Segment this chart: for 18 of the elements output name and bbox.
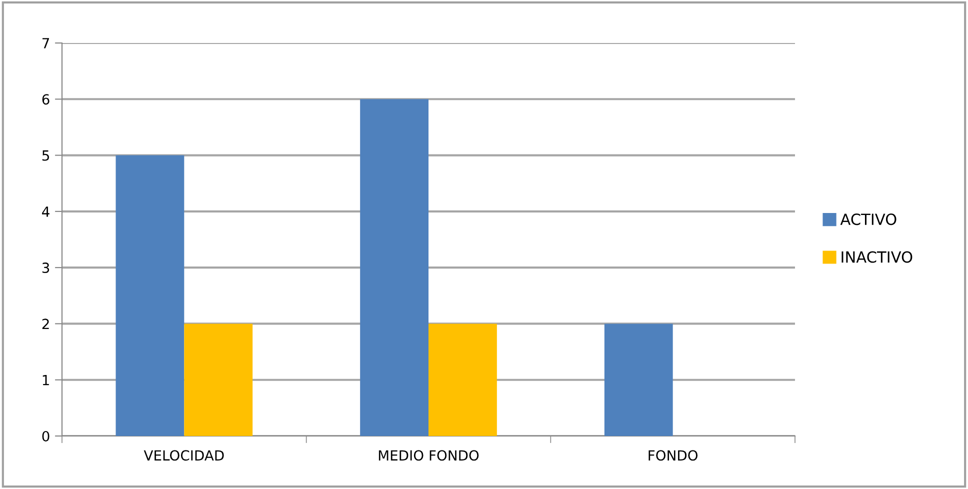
y-tick-label: 4 (42, 206, 50, 217)
y-tick-label: 7 (42, 38, 50, 48)
bar (360, 99, 428, 436)
y-tick-label: 6 (42, 94, 50, 105)
x-tick-label: MEDIO FONDO (378, 450, 479, 461)
bar (428, 324, 497, 436)
bar (116, 155, 184, 436)
y-tick-label: 1 (42, 375, 49, 386)
bar (184, 324, 253, 436)
y-tick-label: 5 (42, 150, 49, 161)
legend-label: INACTIVO (842, 251, 912, 263)
legend-label: ACTIVO (840, 214, 896, 226)
y-tick-label: 0 (42, 430, 50, 442)
y-tick-label: 2 (42, 318, 49, 329)
x-tick-label: FONDO (648, 450, 698, 461)
bar (604, 324, 673, 436)
y-tick-label: 3 (42, 262, 50, 274)
x-tick-label: VELOCIDAD (144, 450, 224, 461)
